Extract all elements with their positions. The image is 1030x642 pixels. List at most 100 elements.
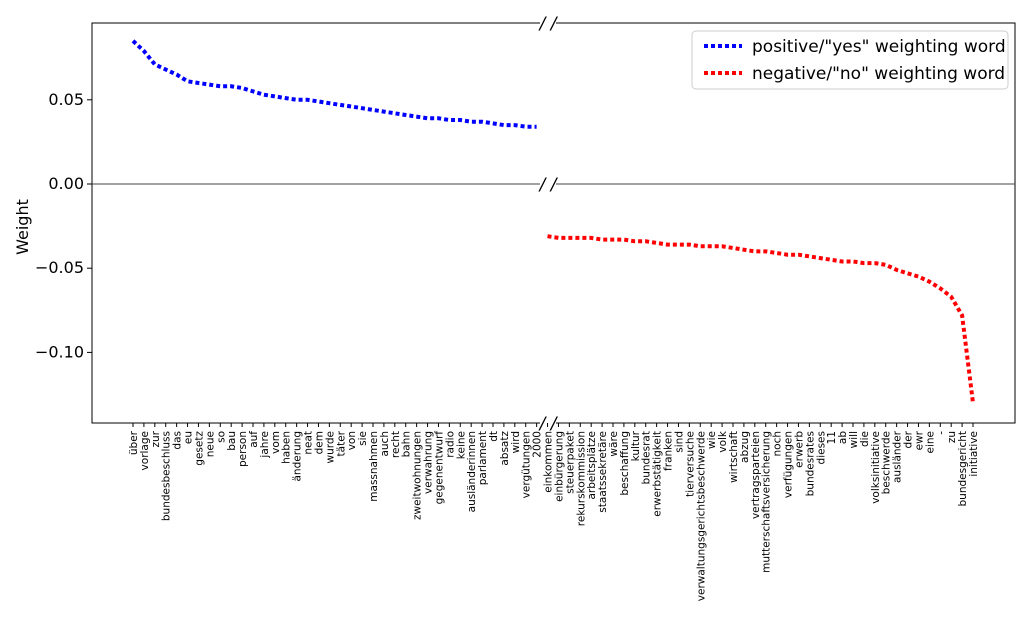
plot-frame: / / / / / / — [91, 14, 1016, 434]
series-lines — [131, 39, 975, 404]
x-tick-label: neat — [303, 431, 315, 455]
x-tick-label: beschwerde — [881, 431, 893, 494]
x-tick-label: verfügungen — [783, 431, 795, 498]
x-tick-label: bundesgericht — [957, 431, 969, 506]
x-tick-label: änderung — [292, 431, 304, 482]
x-tick-label: beschaffung — [619, 431, 631, 496]
legend: positive/"yes" weighting word negative/"n… — [691, 30, 1009, 90]
x-tick-label: wäre — [608, 431, 620, 457]
x-tick-label: 2000 — [532, 431, 544, 458]
y-tick-label: 0.05 — [48, 90, 84, 109]
x-tick-label: person — [237, 431, 249, 467]
x-tick-label: dem — [313, 431, 325, 454]
x-tick-label: wurde — [324, 431, 336, 464]
x-tick-label: erwerb — [793, 431, 805, 468]
x-tick-label: zweitwohnungen — [412, 431, 424, 520]
x-tick-label: gesetz — [193, 431, 205, 466]
x-tick-label: wirtschaft — [728, 431, 740, 483]
x-tick-label: sie — [357, 431, 369, 446]
x-tick-label: einkommen — [543, 431, 555, 493]
x-tick-label: zur — [150, 430, 162, 447]
series-line-negative — [547, 234, 975, 404]
x-tick-label: dt — [488, 431, 500, 442]
axis-break-mask — [540, 16, 556, 30]
x-tick-label: massnahmen — [368, 431, 380, 502]
x-tick-label: arbeitsplätze — [586, 431, 598, 500]
x-tick-label: abzug — [739, 431, 751, 463]
x-tick-label: einbürgerung — [553, 431, 565, 502]
x-tick-label: bahn — [401, 431, 413, 457]
legend-entry-label: positive/"yes" weighting word — [752, 37, 1006, 57]
x-tick-label: - — [935, 431, 947, 435]
x-tick-label: vergütungen — [521, 431, 533, 498]
x-tick-label: 11 — [826, 431, 838, 444]
x-tick-label: franken — [663, 431, 675, 471]
x-tick-label: sind — [673, 431, 685, 453]
x-tick-label: absatz — [499, 431, 511, 466]
x-tick-label: dieses — [815, 431, 827, 464]
x-tick-label: von — [346, 431, 358, 450]
x-tick-label: ausländerinnen — [466, 431, 478, 512]
x-tick-label: noch — [772, 431, 784, 457]
x-tick-label: kultur — [630, 430, 642, 461]
x-tick-label: über — [128, 430, 140, 455]
x-tick-label: der — [903, 430, 915, 448]
y-tick-label: −0.05 — [35, 258, 84, 277]
x-tick-label: wie — [706, 431, 718, 449]
y-axis-ticks: 0.05 0.00 −0.05 −0.10 — [35, 90, 92, 361]
x-tick-label: bundesrat — [641, 431, 653, 484]
legend-entry-label: negative/"no" weighting word — [752, 64, 1005, 84]
y-tick-label: −0.10 — [35, 342, 84, 361]
axis-break-marker: / / — [538, 414, 559, 434]
x-tick-label: keine — [455, 431, 467, 459]
x-tick-label: auch — [379, 431, 391, 457]
axis-break-marker: / / — [538, 14, 559, 34]
x-tick-label: bau — [226, 431, 238, 451]
x-tick-label: vom — [270, 431, 282, 454]
x-axis-ticks: übervorlagezurbundesbeschlussdaseugesetz… — [128, 423, 980, 601]
x-tick-label: die — [859, 431, 871, 447]
x-tick-label: radio — [444, 431, 456, 458]
x-tick-label: haben — [281, 431, 293, 464]
x-tick-label: staatssekretäre — [597, 431, 609, 513]
x-tick-label: jahre — [259, 431, 271, 459]
axis-break-marker: / / — [538, 175, 559, 195]
x-tick-label: erwerbstätigkeit — [652, 431, 664, 517]
x-tick-label: zu — [946, 431, 958, 443]
x-tick-label: gegenentwurf — [433, 431, 445, 505]
x-tick-label: auf — [248, 431, 260, 448]
x-tick-label: ewr — [913, 430, 925, 450]
x-tick-label: verwaltungsgerichtsbeschwerde — [695, 431, 707, 601]
x-tick-label: täter — [335, 430, 347, 456]
x-tick-label: neue — [204, 431, 216, 457]
x-tick-label: vertragsparteien — [750, 431, 762, 519]
x-tick-label: volksinitiative — [870, 431, 882, 504]
x-tick-label: recht — [390, 431, 402, 458]
x-tick-label: rekurskommission — [575, 431, 587, 526]
axis-break-label: / / — [538, 14, 559, 34]
x-tick-label: steuerpaket — [564, 431, 576, 494]
x-tick-label: verwahrung — [423, 431, 435, 494]
x-tick-label: eu — [183, 431, 195, 444]
x-tick-label: volk — [717, 430, 729, 453]
axis-break-label: / / — [538, 414, 559, 434]
x-tick-label: parlament — [477, 431, 489, 485]
x-tick-label: ab — [837, 431, 849, 444]
x-tick-label: vorlage — [139, 431, 151, 470]
x-tick-label: mutterschaftsversicherung — [761, 431, 773, 573]
axis-break-mask — [540, 177, 556, 191]
legend-box — [691, 30, 1009, 90]
y-tick-label: 0.00 — [48, 174, 84, 193]
x-tick-label: bundesbeschluss — [161, 431, 173, 521]
x-tick-label: will — [848, 431, 860, 448]
x-tick-label: wird — [510, 431, 522, 453]
x-tick-label: das — [172, 431, 184, 450]
series-line-positive — [131, 39, 537, 129]
axis-break-label: / / — [538, 175, 559, 195]
x-tick-label: tierversuche — [684, 431, 696, 497]
y-axis-label: Weight — [13, 199, 32, 255]
x-tick-label: ausländer — [892, 430, 904, 483]
x-tick-label: eine — [924, 431, 936, 454]
